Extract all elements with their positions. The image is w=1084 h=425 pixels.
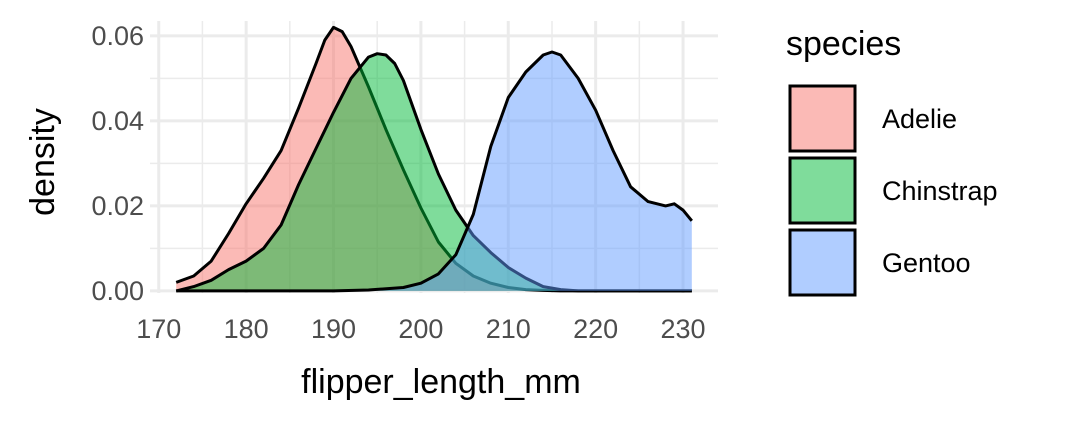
- x-tick-label: 180: [224, 314, 269, 344]
- density-areas: [175, 25, 693, 293]
- x-tick-label: 230: [661, 314, 706, 344]
- density-line-gentoo: [176, 50, 693, 293]
- legend: species Adelie Chinstrap Gentoo: [786, 25, 998, 297]
- y-tick-label: 0.02: [91, 191, 144, 221]
- legend-key-gentoo: [788, 228, 857, 297]
- x-tick-label: 200: [398, 314, 443, 344]
- density-area-gentoo: [176, 52, 692, 291]
- legend-label-adelie: Adelie: [882, 104, 957, 134]
- y-axis-title: density: [24, 108, 62, 216]
- y-tick-label: 0.04: [91, 106, 144, 136]
- x-tick-label: 210: [486, 314, 531, 344]
- x-tick-label: 190: [311, 314, 356, 344]
- legend-label-chinstrap: Chinstrap: [882, 176, 998, 206]
- axes: 170 180 190 200 210 220 230 0.00 0.02 0.04 0.06: [91, 21, 705, 344]
- legend-title: species: [786, 25, 901, 63]
- legend-key-chinstrap: [788, 156, 857, 225]
- x-axis-title: flipper_length_mm: [301, 363, 581, 401]
- legend-key-adelie: [788, 84, 857, 153]
- y-tick-label: 0.00: [91, 276, 144, 306]
- x-tick-label: 220: [573, 314, 618, 344]
- density-area-chinstrap: [176, 53, 692, 291]
- x-tick-label: 170: [136, 314, 181, 344]
- y-tick-label: 0.06: [91, 21, 144, 51]
- legend-label-gentoo: Gentoo: [882, 248, 971, 278]
